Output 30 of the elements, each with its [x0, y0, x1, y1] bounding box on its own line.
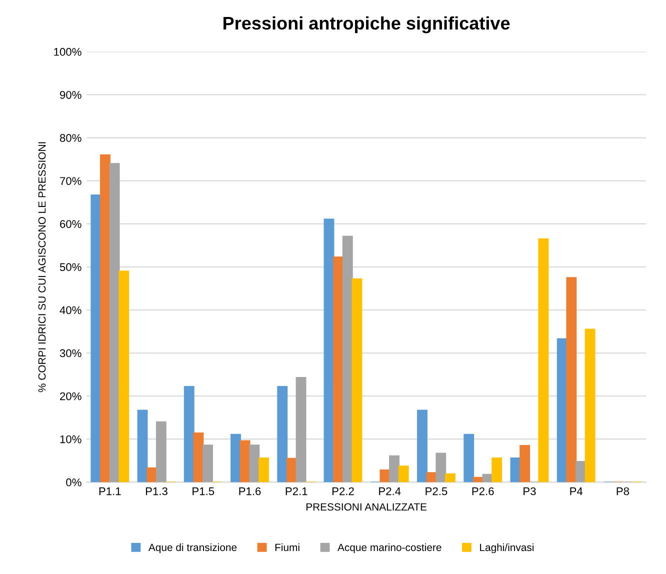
x-axis-title: PRESSIONI ANALIZZATE: [306, 503, 427, 511]
y-tick-label: 60%: [60, 220, 82, 228]
legend-label: Laghi/invasi: [480, 543, 534, 554]
y-tick-label: 20%: [60, 392, 82, 400]
x-tick-label: P3: [524, 487, 536, 496]
legend-label: Aque di transizione: [148, 543, 237, 554]
y-tick-label: 100%: [54, 48, 82, 56]
y-axis-title: % CORPI IDRICI SU CUI AGISCONO LE PRESSIONI: [38, 142, 46, 392]
y-tick-label: 50%: [60, 263, 82, 272]
y-tick-label: 40%: [60, 306, 82, 314]
x-tick-label: P2.5: [426, 487, 448, 496]
chart-title: Pressioni antropiche significative: [224, 16, 510, 34]
x-tick-label: P1.1: [99, 487, 121, 496]
y-tick-label: 0%: [66, 478, 82, 486]
x-tick-label: P1.5: [192, 487, 214, 496]
y-tick-label: 70%: [60, 177, 82, 185]
x-tick-label: P1.6: [239, 487, 261, 496]
y-tick-label: 90%: [60, 90, 82, 99]
x-tick-label: P4: [570, 487, 583, 496]
x-tick-label: P8: [616, 487, 630, 496]
y-tick-label: 80%: [60, 134, 82, 142]
x-tick-label: P2.2: [332, 487, 354, 496]
x-tick-label: P2.4: [379, 487, 401, 496]
x-tick-label: P1.3: [146, 487, 168, 496]
y-tick-label: 10%: [60, 435, 82, 444]
legend-label: Acque marino-costiere: [338, 543, 442, 554]
y-tick-label: 30%: [60, 349, 82, 358]
legend-label: Fiumi: [275, 543, 300, 552]
x-tick-label: P2.1: [286, 487, 308, 496]
x-tick-label: P2.6: [472, 487, 494, 496]
